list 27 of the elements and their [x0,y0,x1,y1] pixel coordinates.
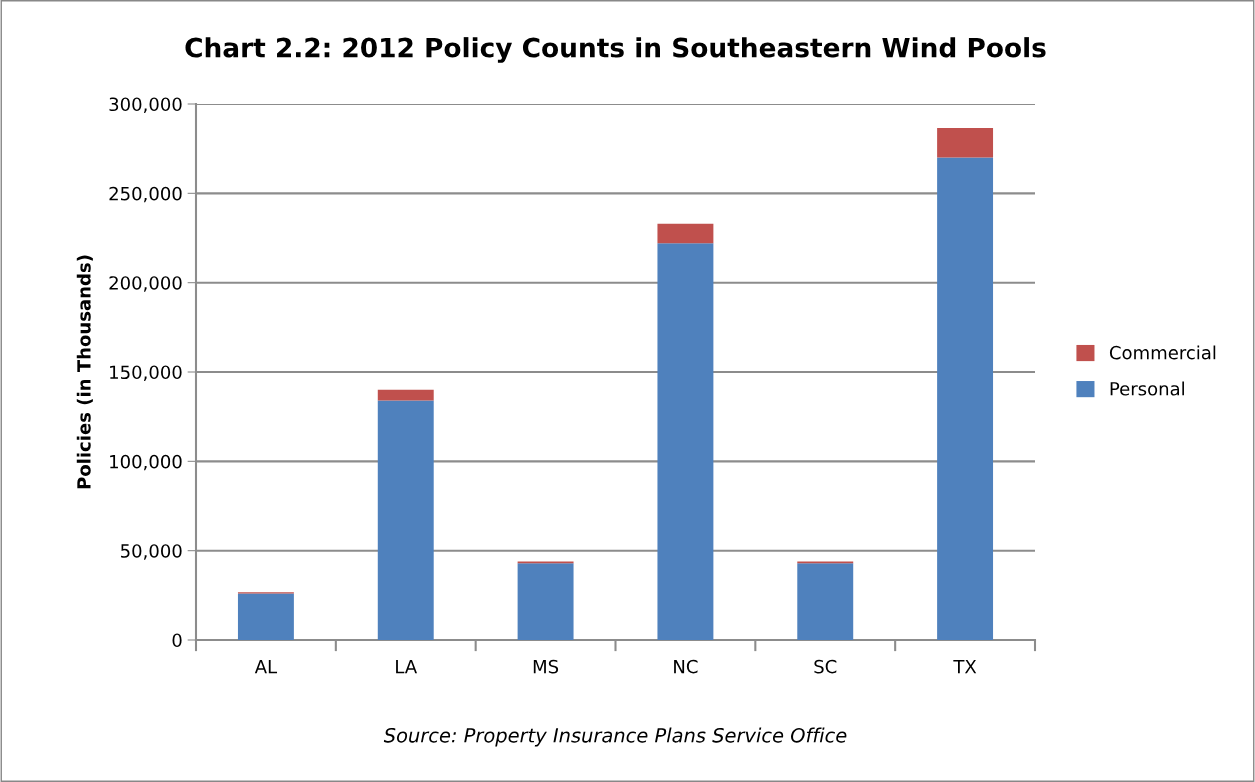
bar [377,400,434,640]
y-tick-label: 50,000 [121,544,182,560]
x-tick-label: LA [396,660,418,674]
legend-label: Commercial [1109,345,1216,360]
x-tick-label: NC [674,659,698,674]
bar [937,128,994,158]
y-tick-label: 150,000 [110,365,182,381]
y-tick-label: 0 [172,633,182,648]
x-tick-label: AL [254,660,278,674]
y-tick-label: 300,000 [109,97,182,113]
bar [517,563,574,640]
y-axis-title: Policies (in Thousands) [76,255,93,489]
y-tick-label: 200,000 [109,276,182,292]
x-tick-label: MS [533,659,559,674]
bar [657,243,714,640]
y-tick-label: 100,000 [110,454,182,471]
legend-label: Personal [1110,381,1184,396]
source-note: Source: Property Insurance Plans Service Office [383,727,847,747]
bar [797,563,854,640]
x-tick-label: TX [953,660,977,674]
bar [937,157,994,640]
chart-title: Chart 2.2: 2012 Policy Counts in Southeastern Wind Pools [185,37,1046,63]
bar [377,389,434,401]
y-tick-label: 250,000 [109,186,182,203]
bar [657,223,714,244]
x-tick-label: SC [814,659,837,674]
bar [237,593,294,640]
